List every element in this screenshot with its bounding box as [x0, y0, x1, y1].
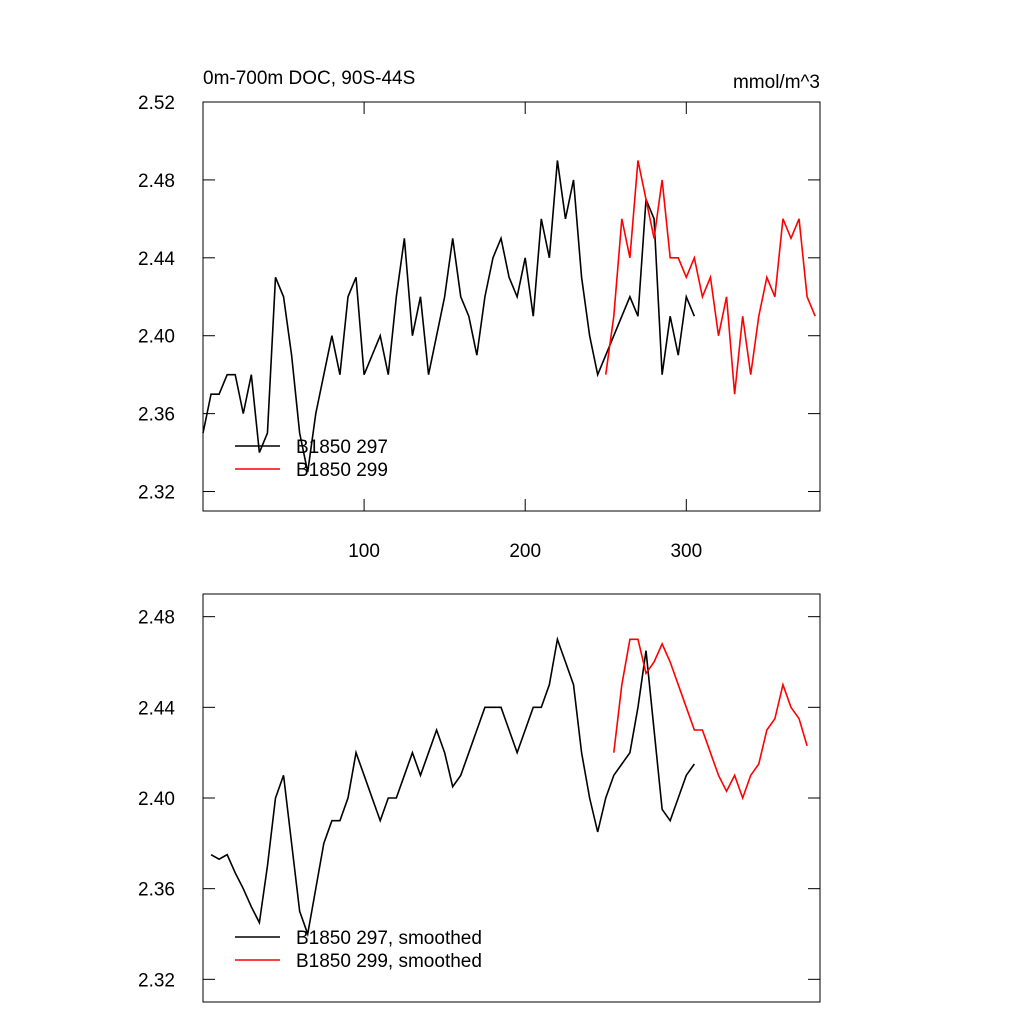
legend-label: B1850 299	[296, 460, 388, 481]
units-label: mmol/m^3	[733, 72, 820, 93]
y-tick-label: 2.44	[138, 249, 175, 270]
legend-label: B1850 297, smoothed	[296, 928, 482, 949]
y-tick-label: 2.52	[138, 93, 175, 114]
y-tick-label: 2.32	[138, 483, 175, 504]
y-tick-label: 2.40	[138, 789, 175, 810]
y-tick-label: 2.32	[138, 970, 175, 991]
y-tick-label: 2.40	[138, 327, 175, 348]
chart-title: 0m-700m DOC, 90S-44S	[203, 68, 415, 89]
data-line	[202, 160, 696, 473]
y-tick-label: 2.36	[138, 880, 175, 901]
legend-label: B1850 299, smoothed	[296, 951, 482, 972]
x-tick-label: 100	[348, 541, 380, 562]
plot-frame	[202, 101, 821, 512]
y-tick-label: 2.48	[138, 171, 175, 192]
data-line	[604, 160, 816, 395]
data-line	[210, 636, 695, 938]
y-tick-label: 2.48	[138, 608, 175, 629]
x-tick-label: 300	[670, 541, 702, 562]
data-line	[613, 638, 808, 801]
legend-label: B1850 297	[296, 437, 388, 458]
y-tick-label: 2.44	[138, 698, 175, 719]
y-tick-label: 2.36	[138, 405, 175, 426]
x-tick-label: 200	[509, 541, 541, 562]
